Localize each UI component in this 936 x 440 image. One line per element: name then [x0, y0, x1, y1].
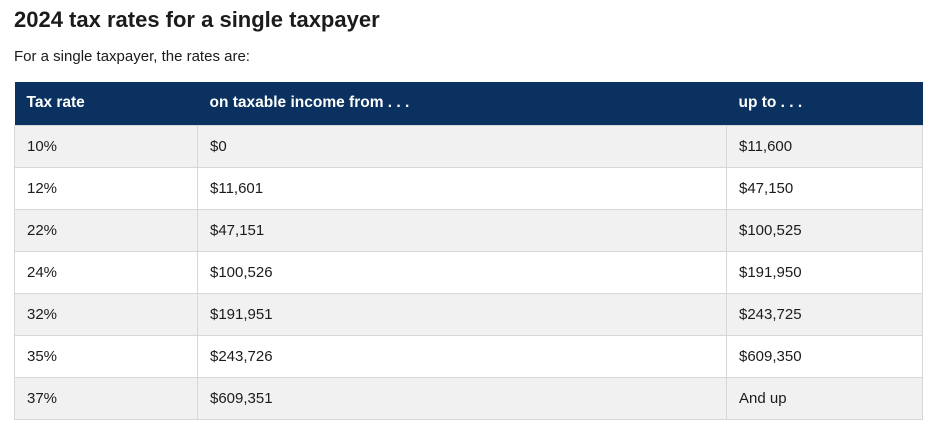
tax-rate-cell: 32%	[14, 292, 198, 336]
income-from-cell: $100,526	[197, 250, 727, 294]
income-from-cell: $609,351	[197, 376, 727, 420]
page-title: 2024 tax rates for a single taxpayer	[14, 7, 380, 32]
page-subtitle: For a single taxpayer, the rates are:	[14, 48, 250, 65]
table-row: 12% $11,601 $47,150	[14, 166, 923, 210]
column-header-tax-rate: Tax rate	[14, 82, 198, 125]
up-to-cell: $11,600	[726, 124, 923, 168]
tax-rate-cell: 24%	[14, 250, 198, 294]
up-to-cell: $47,150	[726, 166, 923, 210]
table-row: 22% $47,151 $100,525	[14, 208, 923, 252]
table-row: 37% $609,351 And up	[14, 376, 923, 420]
tax-rate-cell: 35%	[14, 334, 198, 378]
up-to-cell: $609,350	[726, 334, 923, 378]
up-to-cell: And up	[726, 376, 923, 420]
up-to-cell: $191,950	[726, 250, 923, 294]
income-from-cell: $47,151	[197, 208, 727, 252]
income-from-cell: $243,726	[197, 334, 727, 378]
up-to-cell: $243,725	[726, 292, 923, 336]
table-row: 24% $100,526 $191,950	[14, 250, 923, 294]
tax-rate-table: Tax rate on taxable income from . . . up…	[14, 82, 923, 420]
income-from-cell: $191,951	[197, 292, 727, 336]
income-from-cell: $11,601	[197, 166, 727, 210]
table-header-row: Tax rate on taxable income from . . . up…	[14, 82, 923, 125]
table-row: 32% $191,951 $243,725	[14, 292, 923, 336]
tax-rate-cell: 12%	[14, 166, 198, 210]
table-header: Tax rate on taxable income from . . . up…	[14, 82, 923, 125]
table-row: 35% $243,726 $609,350	[14, 334, 923, 378]
tax-rate-cell: 10%	[14, 124, 198, 168]
tax-rate-cell: 37%	[14, 376, 198, 420]
column-header-income-from: on taxable income from . . .	[197, 82, 727, 125]
table-body: 10% $0 $11,600 12% $11,601 $47,150 22% $47,151 $…	[14, 124, 923, 420]
column-header-up-to: up to . . .	[726, 82, 923, 125]
tax-rate-cell: 22%	[14, 208, 198, 252]
up-to-cell: $100,525	[726, 208, 923, 252]
income-from-cell: $0	[197, 124, 727, 168]
table-row: 10% $0 $11,600	[14, 124, 923, 168]
